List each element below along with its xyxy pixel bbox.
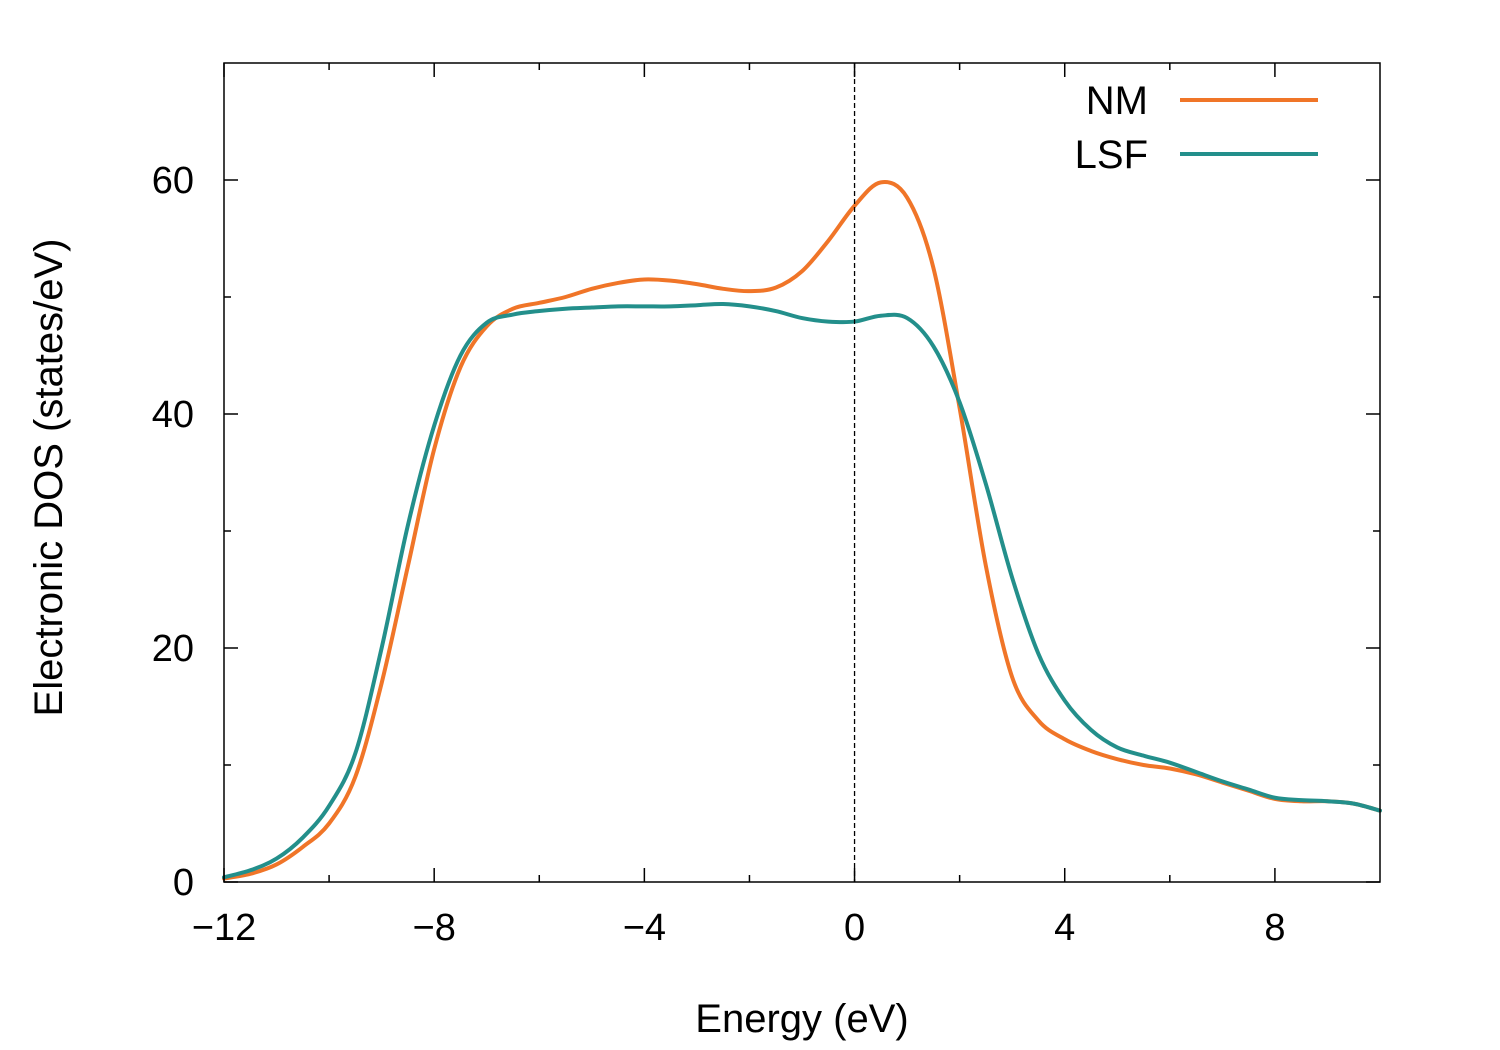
y-tick-label: 60: [152, 160, 194, 202]
x-tick-label: −8: [413, 907, 456, 949]
y-tick-label: 20: [152, 628, 194, 670]
legend: NM LSF: [1075, 79, 1318, 177]
x-tick-label: 8: [1264, 907, 1285, 949]
series-line-lsf: [222, 301, 1382, 880]
series-layer: [222, 180, 1382, 881]
legend-label-nm: NM: [1086, 79, 1148, 123]
x-tick-label: −4: [623, 907, 666, 949]
y-tick-label: 0: [173, 862, 194, 904]
series-line-nm: [222, 180, 1382, 881]
tick-label-layer: −12 −8 −4 0 4 8 0 20 40 60: [152, 160, 1286, 949]
tick-layer: [223, 63, 1380, 883]
x-tick-label: 4: [1054, 907, 1075, 949]
legend-label-lsf: LSF: [1075, 133, 1148, 177]
x-tick-label: 0: [844, 907, 865, 949]
x-axis-title: Energy (eV): [695, 997, 908, 1041]
y-axis-title: Electronic DOS (states/eV): [27, 239, 71, 717]
plot-frame: [223, 62, 1381, 883]
y-tick-label: 40: [152, 394, 194, 436]
x-tick-label: −12: [192, 907, 256, 949]
